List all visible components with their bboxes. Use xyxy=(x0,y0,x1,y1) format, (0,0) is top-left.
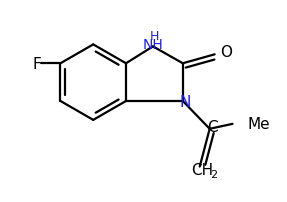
Text: C: C xyxy=(207,120,218,135)
Text: N: N xyxy=(179,95,191,110)
Text: 2: 2 xyxy=(210,170,217,180)
Text: H: H xyxy=(149,30,159,43)
Text: O: O xyxy=(221,45,232,60)
Text: CH: CH xyxy=(191,162,213,177)
Text: Me: Me xyxy=(247,117,270,132)
Text: F: F xyxy=(32,57,41,71)
Text: NH: NH xyxy=(143,38,163,52)
